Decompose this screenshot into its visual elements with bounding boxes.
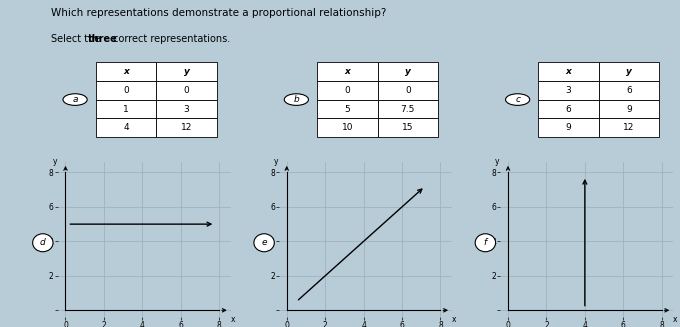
Bar (599, 81, 660, 100)
Text: b: b (294, 95, 299, 104)
Text: x: x (673, 315, 677, 324)
Bar (539, 100, 599, 118)
Text: y: y (52, 157, 57, 166)
Text: 0: 0 (123, 86, 129, 95)
Text: 3: 3 (184, 105, 190, 113)
Text: 0: 0 (405, 86, 411, 95)
Text: 5: 5 (345, 105, 350, 113)
Text: correct representations.: correct representations. (110, 34, 231, 44)
Bar (539, 62, 599, 81)
Text: 6: 6 (626, 86, 632, 95)
Bar (96, 100, 156, 118)
Text: x: x (566, 67, 571, 76)
Text: y: y (495, 157, 500, 166)
Text: y: y (405, 67, 411, 76)
Text: 3: 3 (566, 86, 571, 95)
Text: 6: 6 (566, 105, 571, 113)
Ellipse shape (505, 94, 530, 105)
Bar (599, 62, 660, 81)
Bar (156, 118, 217, 137)
Text: 9: 9 (626, 105, 632, 113)
Text: x: x (345, 67, 350, 76)
Text: three: three (88, 34, 118, 44)
Ellipse shape (63, 94, 87, 105)
Bar (539, 118, 599, 137)
Bar (96, 118, 156, 137)
Text: y: y (184, 67, 190, 76)
Bar (317, 118, 377, 137)
Bar (96, 81, 156, 100)
Bar (377, 100, 438, 118)
Text: 10: 10 (341, 123, 353, 132)
Bar (599, 118, 660, 137)
Text: f: f (483, 238, 487, 247)
Bar (156, 62, 217, 81)
Bar (377, 81, 438, 100)
Text: 12: 12 (624, 123, 635, 132)
Text: 7.5: 7.5 (401, 105, 415, 113)
Text: 0: 0 (345, 86, 350, 95)
Text: c: c (515, 95, 520, 104)
Bar (317, 81, 377, 100)
Bar (156, 100, 217, 118)
Text: 0: 0 (184, 86, 190, 95)
Text: x: x (123, 67, 129, 76)
Text: 12: 12 (181, 123, 192, 132)
Text: y: y (626, 67, 632, 76)
Text: a: a (72, 95, 78, 104)
Bar (539, 81, 599, 100)
Bar (317, 100, 377, 118)
Bar (599, 100, 660, 118)
Text: 4: 4 (123, 123, 129, 132)
Text: x: x (452, 315, 456, 324)
Bar (156, 81, 217, 100)
Bar (377, 62, 438, 81)
Text: e: e (261, 238, 267, 247)
Text: 15: 15 (402, 123, 413, 132)
Text: d: d (40, 238, 46, 247)
Text: 9: 9 (566, 123, 571, 132)
Text: Which representations demonstrate a proportional relationship?: Which representations demonstrate a prop… (51, 8, 386, 18)
Ellipse shape (284, 94, 309, 105)
Text: Select the: Select the (51, 34, 103, 44)
Bar (377, 118, 438, 137)
Text: 1: 1 (123, 105, 129, 113)
Bar (317, 62, 377, 81)
Bar (96, 62, 156, 81)
Text: x: x (231, 315, 235, 324)
Text: y: y (274, 157, 278, 166)
